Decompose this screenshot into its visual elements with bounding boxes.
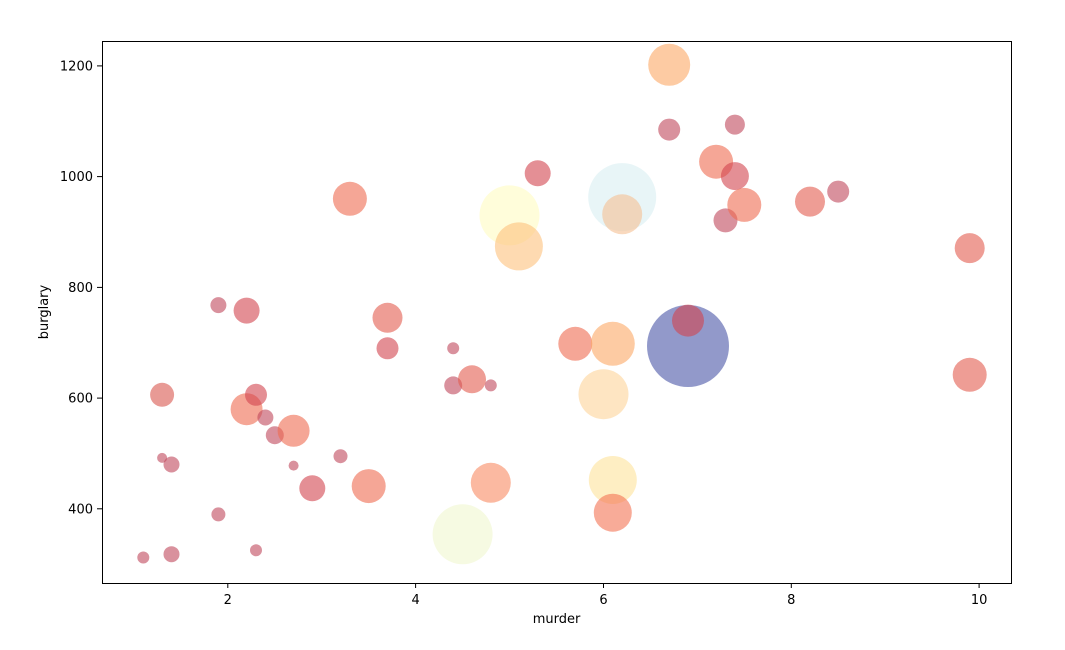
y-tick-label: 1200 [60,59,93,74]
scatter-point [590,321,635,366]
x-tick-label: 10 [971,593,988,608]
scatter-point [524,160,551,187]
scatter-point [588,456,637,504]
y-tick-label: 400 [68,502,93,517]
scatter-point [720,162,749,191]
y-axis-label: burglary [37,284,52,339]
y-axis: 400 600 800 1000 1200 [60,59,102,517]
scatter-point [458,365,486,394]
scatter-point [210,297,227,314]
points-layer [137,43,987,565]
scatter-point [332,181,367,216]
scatter-point [288,460,299,471]
scatter-point [827,180,850,203]
plot-frame [102,41,1012,584]
scatter-point [494,222,543,271]
scatter-point [795,186,825,217]
scatter-point [484,379,497,392]
scatter-point [593,493,632,532]
scatter-point [952,357,987,392]
scatter-point [250,544,262,557]
scatter-point [447,342,460,355]
scatter-point [163,456,180,473]
scatter-point [444,376,463,395]
x-tick-label: 8 [787,593,795,608]
scatter-point [299,475,326,502]
scatter-point [163,546,180,563]
scatter-point [257,409,274,426]
x-tick-label: 4 [411,593,419,608]
scatter-point [376,337,399,360]
scatter-point [647,305,729,387]
scatter-point [277,414,310,447]
scatter-point [333,449,348,464]
x-axis-label: murder [533,612,581,627]
x-axis: 2 4 6 8 10 [224,583,988,608]
scatter-point [372,302,403,333]
scatter-point [954,233,985,264]
scatter-point [150,382,175,407]
y-tick-label: 800 [68,281,93,296]
scatter-point [157,452,168,463]
x-tick-label: 2 [224,593,232,608]
scatter-point [578,369,629,420]
scatter-point [245,383,267,406]
y-tick-label: 600 [68,392,93,407]
scatter-point [137,551,150,564]
scatter-point [470,462,511,503]
scatter-point [724,114,745,135]
scatter-point [727,187,762,222]
scatter-point [351,469,386,504]
x-tick-label: 6 [599,593,607,608]
scatter-point [648,43,691,86]
scatter-point [558,326,593,361]
scatter-point [602,194,643,235]
scatter-point [211,507,226,522]
y-tick-label: 1000 [60,170,93,185]
scatter-point [432,504,493,565]
scatter-point [658,118,681,141]
scatter-point [672,304,704,337]
scatter-point [233,297,260,324]
